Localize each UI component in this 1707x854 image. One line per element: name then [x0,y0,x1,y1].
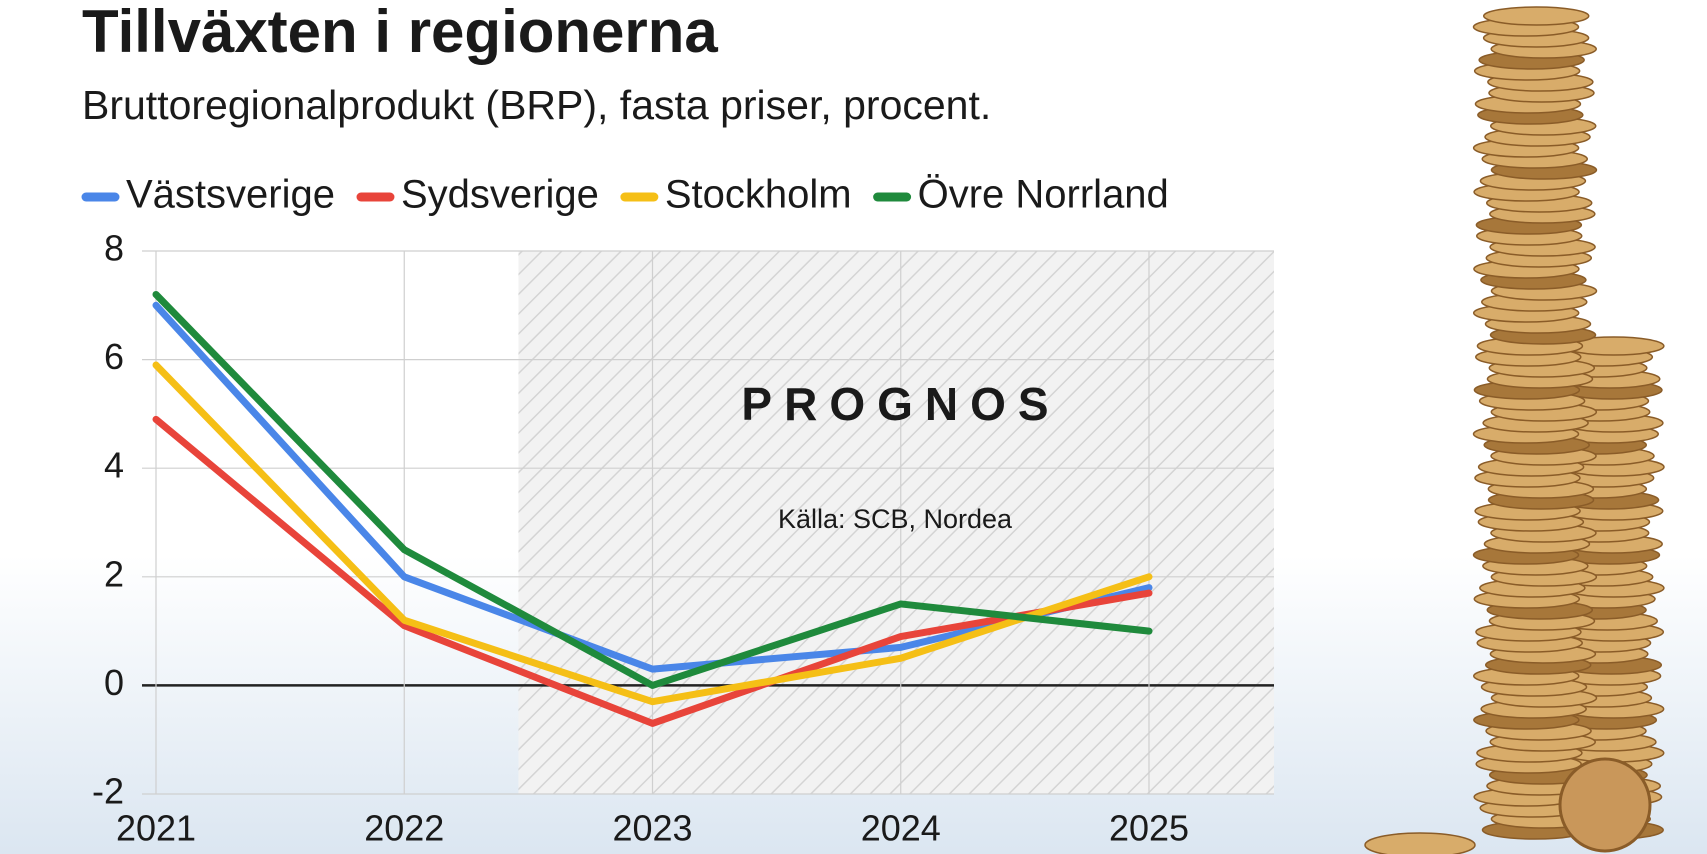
annotation: PROGNOS [741,378,1060,430]
x-tick-label: 2022 [364,808,444,849]
annotation: Källa: SCB, Nordea [778,504,1013,534]
chart-title: Tillväxten i regionerna [82,0,718,65]
x-tick-label: 2021 [116,808,196,849]
forecast-region [518,251,1274,794]
legend-label: Sydsverige [401,173,599,217]
x-tick-label: 2023 [612,808,692,849]
y-tick-label: 2 [104,553,124,594]
y-tick-label: 4 [104,445,124,486]
coin-stacks [1364,6,1665,854]
chart-subtitle: Bruttoregionalprodukt (BRP), fasta prise… [82,82,991,128]
series-line [152,415,1153,727]
plot-area: -2 0 2 4 6 8 2021 2022 2023 2024 2025 PROGNOS Källa:… [92,228,1274,849]
x-tick-label: 2024 [861,808,941,849]
series-line [152,361,1153,706]
x-tick-label: 2025 [1109,808,1189,849]
y-tick-label: 0 [104,662,124,703]
legend-label: Övre Norrland [918,173,1169,217]
coin [1364,832,1476,854]
coin [1482,6,1590,26]
series-line [152,290,1153,689]
coin [1558,757,1652,853]
y-tick-label: -2 [92,771,124,812]
legend-label: Stockholm [665,173,852,217]
legend-label: Västsverige [126,173,335,217]
y-tick-label: 6 [104,336,124,377]
y-tick-label: 8 [104,228,124,269]
